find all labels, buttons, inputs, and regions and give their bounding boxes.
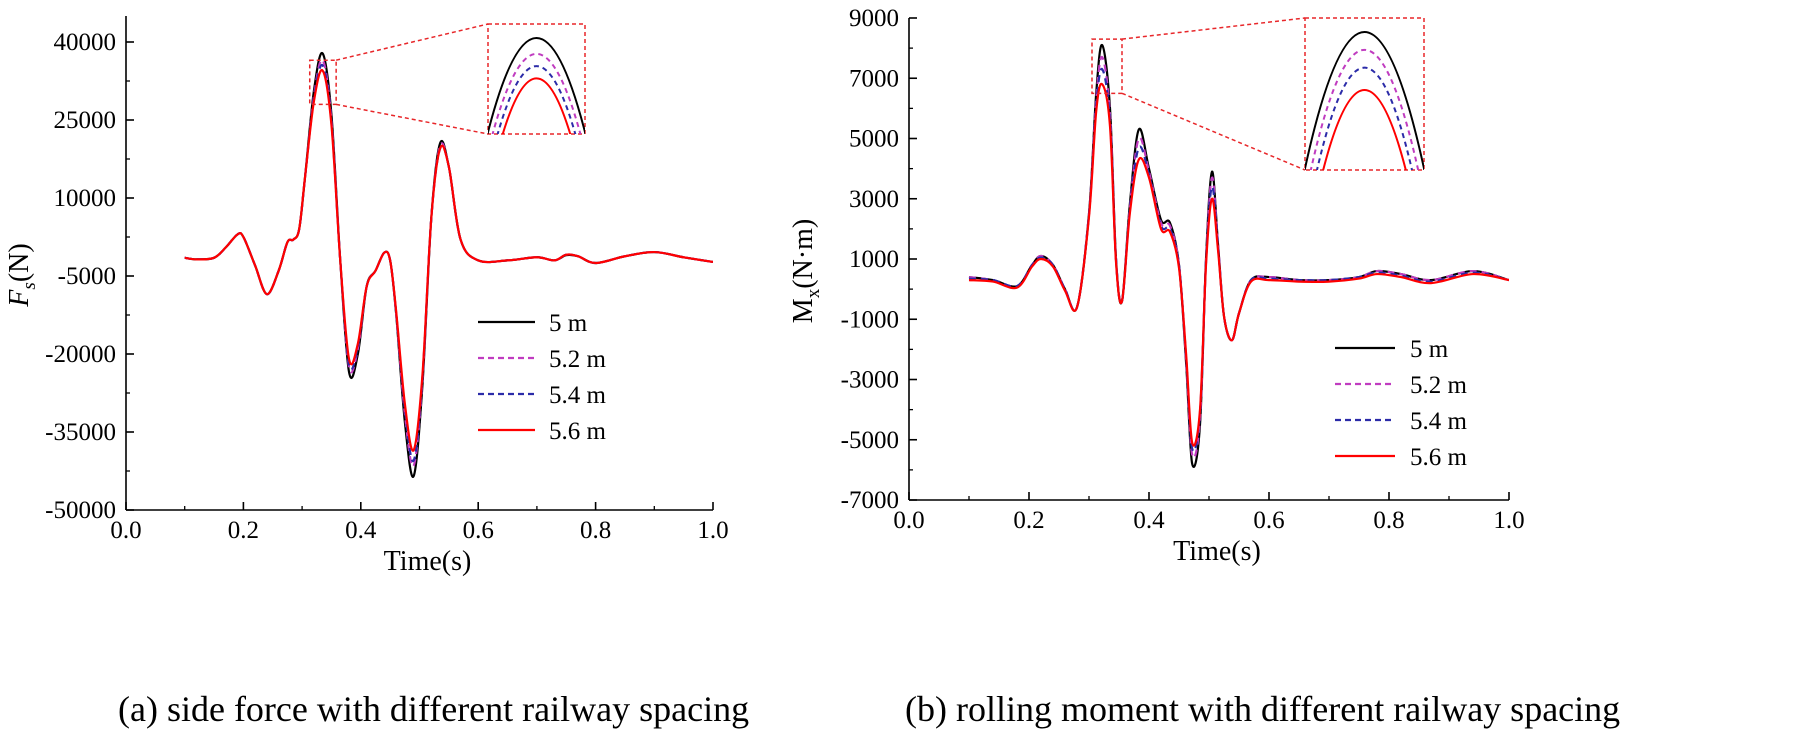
caption-b: (b) rolling moment with different railwa… [905,689,1621,729]
x-tick-label: 1.0 [697,517,728,544]
inset-series-group [488,37,585,134]
legend-label: 5.6 m [549,418,607,445]
y-tick-label: 3000 [849,186,899,213]
y-tick-label: 9000 [849,5,899,32]
x-tick-label: 0.8 [1373,507,1404,534]
y-axis-title-unit: (N) [4,243,35,282]
inset-curve [501,77,572,134]
legend: 5 m 5.2 m 5.4 m 5.6 m [478,310,607,445]
y-axis-title-sub: x [803,288,824,298]
inset-series-group [1305,31,1424,170]
legend-label: 5 m [1410,336,1449,363]
zoom-connector-top [1121,17,1306,40]
chart-rolling-moment: 0.0 0.2 0.4 0.6 0.8 1.0 -7000 -5000 -3000 -1000 10… [788,5,1525,567]
y-axis-title: Fs(N) [4,243,40,307]
x-tick-label: 0.0 [893,507,924,534]
series-line-5_6m [968,82,1509,447]
chart-side-force: 0.0 0.2 0.4 0.6 0.8 1.0 -50000 -35000 -20000 -500… [4,16,729,577]
y-tick-label: 1000 [849,246,899,273]
y-axis-title-sub: s [19,282,40,289]
x-tick-label: 0.0 [110,517,141,544]
series-line-5_2m [184,58,713,468]
y-axis-title: Mx(N·m) [788,219,824,323]
inset-curve [491,53,582,134]
y-axis-title-unit: (N·m) [788,219,819,289]
y-tick-label: 40000 [54,29,117,56]
x-tick-label: 0.4 [1133,507,1165,534]
y-tick-label: -50000 [45,497,116,524]
zoom-connector-top [335,23,489,61]
y-tick-label: 7000 [849,65,899,92]
x-tick-label: 1.0 [1493,507,1524,534]
inset-curve [1315,66,1414,170]
x-axis-title: Time(s) [1173,536,1261,567]
legend-label: 5.4 m [1410,408,1468,435]
inset-curve [1305,31,1424,170]
legend-label: 5.2 m [549,346,607,373]
x-axis-title: Time(s) [384,546,472,577]
x-tick-label: 0.8 [580,517,611,544]
series-group [968,44,1509,468]
legend-label: 5.6 m [1410,444,1468,471]
x-tick-label: 0.4 [345,517,377,544]
x-tick-label: 0.2 [1013,507,1044,534]
y-tick-label: 10000 [54,185,117,212]
zoom-region-box [308,59,337,106]
y-tick-label: -1000 [841,306,899,333]
legend: 5 m 5.2 m 5.4 m 5.6 m [1335,336,1468,471]
y-tick-label: -35000 [45,419,116,446]
x-tick-label: 0.6 [463,517,494,544]
series-line-5_6m [184,68,713,452]
inset-curve [488,37,585,134]
inset-curve [1309,48,1420,170]
legend-label: 5.4 m [549,382,607,409]
zoom-connector-bottom [336,103,489,135]
series-group [184,52,713,478]
legend-label: 5 m [549,310,588,337]
series-line-5_4m [184,63,713,462]
y-tick-label: -7000 [841,487,899,514]
legend-label: 5.2 m [1410,372,1468,399]
y-tick-label: 25000 [54,107,117,134]
y-axis-title-main: M [788,298,819,323]
y-tick-label: 5000 [849,126,899,153]
series-line-5m [184,52,713,478]
zoom-connector-bottom [1121,92,1306,171]
zoom-inset-box [1304,17,1425,171]
series-line-5m [968,44,1509,468]
zoom-region-box [1091,38,1123,95]
inset-curve [1322,88,1407,170]
y-tick-label: -5000 [841,427,899,454]
inset-curve [496,65,577,134]
y-tick-label: -20000 [45,341,116,368]
y-tick-label: -3000 [841,367,899,394]
x-tick-label: 0.2 [228,517,259,544]
x-tick-label: 0.6 [1253,507,1284,534]
caption-a: (a) side force with different railway sp… [118,689,750,729]
y-axis-title-main: F [4,289,35,308]
y-tick-label: -5000 [58,263,116,290]
